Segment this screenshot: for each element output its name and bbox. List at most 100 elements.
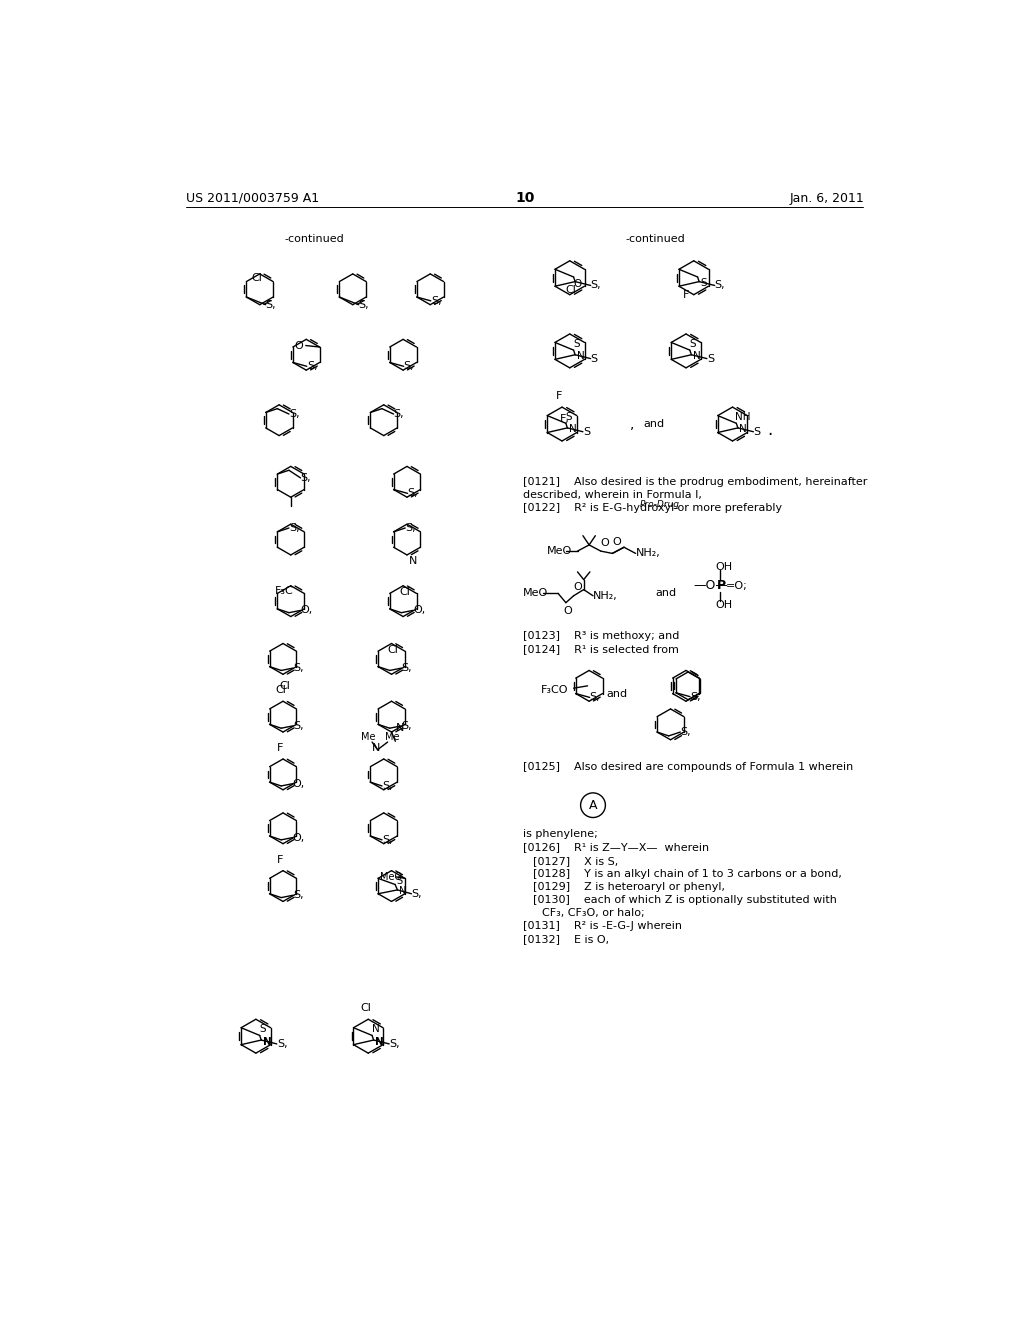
- Text: [0127]    X is S,: [0127] X is S,: [532, 855, 617, 866]
- Text: S,: S,: [293, 721, 303, 731]
- Text: 10: 10: [515, 191, 535, 206]
- Text: Pro-Drug: Pro-Drug: [640, 500, 680, 510]
- Text: ,: ,: [630, 417, 635, 432]
- Text: S: S: [573, 339, 581, 348]
- Text: NH₂,: NH₂,: [593, 591, 617, 601]
- Text: S: S: [396, 875, 402, 886]
- Text: S: S: [700, 279, 708, 288]
- Text: O: O: [295, 341, 304, 351]
- Text: Cl: Cl: [360, 1003, 372, 1014]
- Text: OH: OH: [716, 561, 732, 572]
- Text: MeO: MeO: [380, 871, 402, 882]
- Text: A: A: [589, 799, 597, 812]
- Text: and: and: [643, 418, 665, 429]
- Text: S,: S,: [431, 296, 441, 306]
- Text: O: O: [573, 279, 582, 289]
- Text: [0121]    Also desired is the prodrug embodiment, hereinafter: [0121] Also desired is the prodrug embod…: [523, 477, 867, 487]
- Text: F₃CO: F₃CO: [541, 685, 568, 694]
- Text: [0131]    R² is -E-G-J wherein: [0131] R² is -E-G-J wherein: [523, 921, 682, 931]
- Text: F: F: [683, 290, 689, 301]
- Text: [0124]    R¹ is selected from: [0124] R¹ is selected from: [523, 644, 679, 653]
- Text: S: S: [566, 412, 572, 422]
- Text: S,: S,: [293, 890, 303, 900]
- Text: OH: OH: [716, 601, 732, 610]
- Text: [0130]    each of which Z is optionally substituted with: [0130] each of which Z is optionally sub…: [532, 895, 837, 906]
- Text: Cl: Cl: [399, 587, 411, 597]
- Text: O,: O,: [293, 833, 305, 842]
- Text: N: N: [372, 743, 381, 754]
- Text: F: F: [276, 855, 284, 865]
- Text: F₃C: F₃C: [274, 586, 294, 597]
- Text: O: O: [563, 606, 572, 616]
- Text: NH₂,: NH₂,: [636, 548, 660, 558]
- Text: N: N: [693, 351, 700, 362]
- Text: S: S: [591, 354, 598, 363]
- Text: S,: S,: [265, 300, 276, 310]
- Text: S,: S,: [389, 1039, 399, 1049]
- Text: is phenylene;: is phenylene;: [523, 829, 598, 840]
- Text: S,: S,: [408, 488, 418, 499]
- Text: or more preferably: or more preferably: [675, 503, 782, 513]
- Text: S: S: [583, 426, 590, 437]
- Text: O,: O,: [413, 606, 425, 615]
- Text: S: S: [707, 354, 714, 363]
- Text: S: S: [754, 426, 761, 437]
- Text: S,: S,: [590, 693, 600, 702]
- Text: S,: S,: [358, 300, 370, 310]
- Text: F: F: [556, 391, 562, 401]
- Text: described, wherein in Formula I,: described, wherein in Formula I,: [523, 490, 702, 500]
- Text: [0123]    R³ is methoxy; and: [0123] R³ is methoxy; and: [523, 631, 680, 640]
- Text: Cl: Cl: [388, 644, 398, 655]
- Text: Cl: Cl: [565, 285, 577, 296]
- Text: S,: S,: [307, 362, 317, 371]
- Text: Cl: Cl: [252, 273, 262, 282]
- Text: S,: S,: [401, 663, 412, 673]
- Text: —O—: —O—: [693, 579, 729, 593]
- Text: and: and: [655, 589, 676, 598]
- Text: S,: S,: [301, 473, 311, 483]
- Text: S,: S,: [401, 721, 412, 731]
- Text: S,: S,: [276, 1039, 288, 1049]
- Text: N: N: [263, 1036, 271, 1047]
- Text: S,: S,: [293, 663, 303, 673]
- Text: N: N: [395, 723, 404, 733]
- Text: F: F: [276, 743, 284, 754]
- Text: O: O: [601, 539, 609, 548]
- Text: NH: NH: [735, 412, 751, 422]
- Text: S,: S,: [289, 409, 300, 418]
- Text: O,: O,: [293, 779, 305, 788]
- Text: [0129]    Z is heteroaryl or phenyl,: [0129] Z is heteroaryl or phenyl,: [532, 882, 725, 892]
- Text: Cl: Cl: [275, 685, 286, 694]
- Text: [0125]    Also desired are compounds of Formula 1 wherein: [0125] Also desired are compounds of For…: [523, 762, 853, 772]
- Text: -continued: -continued: [625, 234, 685, 244]
- Text: Me: Me: [385, 733, 399, 742]
- Text: O: O: [612, 537, 622, 546]
- Text: US 2011/0003759 A1: US 2011/0003759 A1: [186, 191, 319, 205]
- Text: =O;: =O;: [726, 581, 749, 591]
- Text: S,: S,: [715, 280, 725, 290]
- Text: Cl: Cl: [280, 681, 290, 690]
- Text: Me: Me: [360, 733, 375, 742]
- Text: [0122]    R² is E-G-hydroxyl-: [0122] R² is E-G-hydroxyl-: [523, 503, 679, 513]
- Text: S,: S,: [690, 692, 700, 702]
- Text: S,: S,: [382, 781, 392, 791]
- Text: N: N: [399, 887, 407, 896]
- Text: S,: S,: [382, 834, 392, 845]
- Text: S: S: [690, 339, 696, 348]
- Text: S: S: [260, 1024, 266, 1035]
- Text: MeO: MeO: [547, 546, 571, 556]
- Text: [0132]    E is O,: [0132] E is O,: [523, 935, 609, 944]
- Text: S,: S,: [393, 409, 404, 418]
- Text: -continued: -continued: [284, 234, 344, 244]
- Text: S,: S,: [406, 523, 416, 533]
- Text: O: O: [573, 582, 583, 593]
- Text: N: N: [577, 351, 585, 362]
- Text: S,: S,: [289, 523, 300, 533]
- Text: MeO: MeO: [523, 589, 549, 598]
- Text: P: P: [717, 579, 726, 593]
- Text: N: N: [739, 425, 748, 434]
- Text: N: N: [372, 1024, 380, 1035]
- Text: and: and: [606, 689, 628, 698]
- Text: [0128]    Y is an alkyl chain of 1 to 3 carbons or a bond,: [0128] Y is an alkyl chain of 1 to 3 car…: [532, 869, 842, 879]
- Text: O,: O,: [301, 606, 312, 615]
